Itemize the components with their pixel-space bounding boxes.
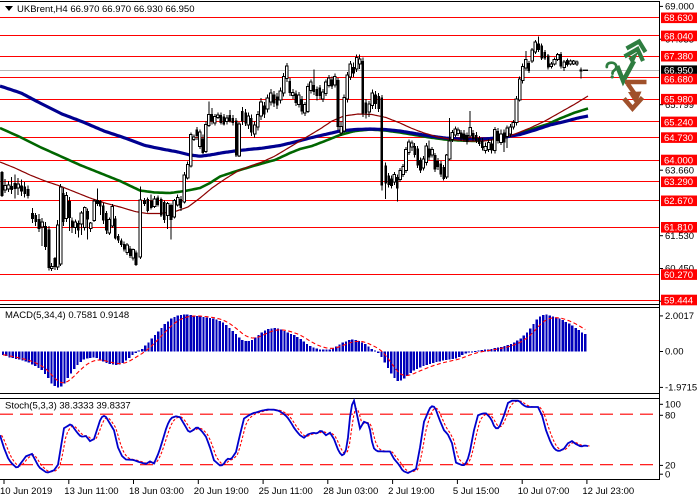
- svg-text:68.040: 68.040: [664, 31, 693, 42]
- svg-text:0.00: 0.00: [665, 347, 684, 358]
- svg-text:12 Jul 23:00: 12 Jul 23:00: [582, 486, 634, 497]
- svg-text:62.670: 62.670: [664, 196, 693, 207]
- svg-text:20: 20: [665, 461, 676, 472]
- svg-text:66.680: 66.680: [664, 74, 693, 85]
- svg-text:67.380: 67.380: [664, 52, 693, 63]
- svg-text:Stoch(5,3,3) 38.3333 39.8337: Stoch(5,3,3) 38.3333 39.8337: [5, 401, 131, 412]
- svg-text:63.290: 63.290: [664, 177, 693, 188]
- svg-text:65.240: 65.240: [664, 117, 693, 128]
- svg-text:60.450: 60.450: [665, 264, 694, 275]
- svg-text:13 Jun 11:00: 13 Jun 11:00: [64, 486, 118, 497]
- svg-text:2 Jul 19:00: 2 Jul 19:00: [388, 486, 434, 497]
- svg-text:25 Jun 11:00: 25 Jun 11:00: [259, 486, 313, 497]
- svg-text:61.810: 61.810: [664, 223, 693, 234]
- svg-text:-1.9715: -1.9715: [665, 383, 697, 394]
- svg-text:2.0017: 2.0017: [665, 311, 694, 322]
- svg-text:64.730: 64.730: [664, 133, 693, 144]
- svg-text:60.270: 60.270: [664, 270, 693, 281]
- svg-text:18 Jun 03:00: 18 Jun 03:00: [129, 486, 184, 497]
- svg-text:20 Jun 19:00: 20 Jun 19:00: [194, 486, 249, 497]
- svg-text:10 Jun 2019: 10 Jun 2019: [0, 486, 52, 497]
- svg-text:69.000: 69.000: [665, 2, 694, 13]
- svg-text:28 Jun 03:00: 28 Jun 03:00: [323, 486, 378, 497]
- svg-text:10 Jul 07:00: 10 Jul 07:00: [518, 486, 570, 497]
- svg-text:0: 0: [665, 469, 670, 480]
- svg-text:UKBrent,H4 66.970 66.970 66.9: UKBrent,H4 66.970 66.970 66.930 66.950: [17, 4, 194, 15]
- svg-text:66.950: 66.950: [664, 65, 693, 76]
- svg-text:59.444: 59.444: [664, 295, 693, 306]
- svg-text:MACD(5,34,4) 0.7581 0.9148: MACD(5,34,4) 0.7581 0.9148: [5, 310, 129, 321]
- svg-text:65.980: 65.980: [664, 95, 693, 106]
- svg-text:61.530: 61.530: [665, 231, 694, 242]
- svg-text:64.000: 64.000: [664, 155, 693, 166]
- svg-text:100: 100: [665, 400, 681, 411]
- svg-text:68.630: 68.630: [664, 13, 693, 24]
- svg-text:65.799: 65.799: [665, 100, 694, 111]
- svg-text:5 Jul 15:00: 5 Jul 15:00: [453, 486, 499, 497]
- svg-text:63.660: 63.660: [665, 165, 694, 176]
- svg-text:80: 80: [665, 411, 676, 422]
